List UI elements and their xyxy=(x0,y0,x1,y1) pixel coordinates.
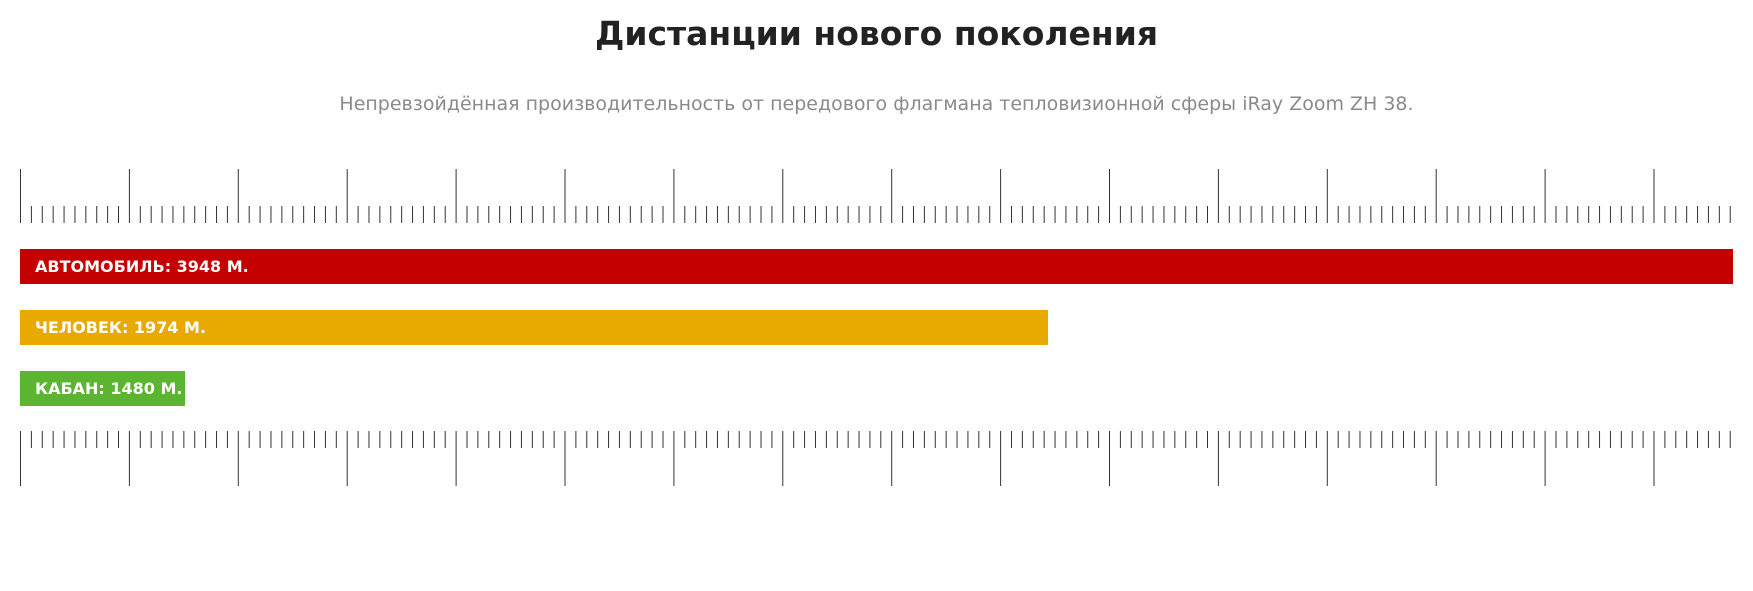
bar-car: АВТОМОБИЛЬ: 3948 М. xyxy=(20,249,1733,284)
ruler-top xyxy=(20,169,1731,223)
bar-human: ЧЕЛОВЕК: 1974 М. xyxy=(20,310,1048,345)
title: Дистанции нового поколения xyxy=(594,14,1159,53)
subtitle: Непревзойдённая производительность от пе… xyxy=(339,93,1414,115)
bar-boar: КАБАН: 1480 М. xyxy=(20,371,185,406)
ruler-bottom xyxy=(20,431,1731,486)
